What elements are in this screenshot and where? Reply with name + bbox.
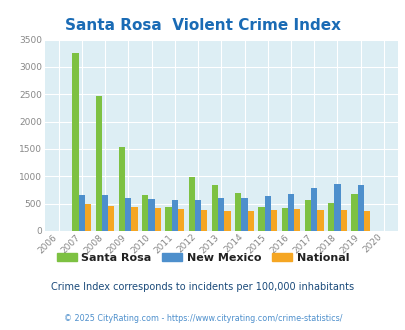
Text: Crime Index corresponds to incidents per 100,000 inhabitants: Crime Index corresponds to incidents per… <box>51 282 354 292</box>
Bar <box>142 195 148 231</box>
Legend: Santa Rosa, New Mexico, National: Santa Rosa, New Mexico, National <box>52 248 353 267</box>
Bar <box>108 206 114 231</box>
Bar <box>79 195 85 231</box>
Bar <box>234 193 241 231</box>
Bar <box>177 210 184 231</box>
Bar <box>270 210 277 231</box>
Bar <box>217 198 224 231</box>
Bar <box>125 198 131 231</box>
Bar <box>333 184 340 231</box>
Bar <box>85 204 91 231</box>
Bar <box>363 211 369 231</box>
Bar <box>148 199 154 231</box>
Bar <box>293 210 300 231</box>
Bar <box>304 200 310 231</box>
Bar <box>171 200 177 231</box>
Text: © 2025 CityRating.com - https://www.cityrating.com/crime-statistics/: © 2025 CityRating.com - https://www.city… <box>64 314 341 323</box>
Bar <box>350 194 357 231</box>
Bar <box>154 208 160 231</box>
Bar <box>165 207 171 231</box>
Bar <box>281 208 287 231</box>
Bar <box>224 211 230 231</box>
Bar <box>102 195 108 231</box>
Bar <box>258 207 264 231</box>
Bar <box>131 207 137 231</box>
Bar <box>357 185 363 231</box>
Bar <box>264 196 270 231</box>
Bar <box>188 178 194 231</box>
Bar <box>96 96 102 231</box>
Bar <box>119 147 125 231</box>
Bar <box>287 194 293 231</box>
Bar <box>72 53 79 231</box>
Bar <box>327 203 333 231</box>
Bar <box>200 210 207 231</box>
Bar <box>194 200 200 231</box>
Bar <box>317 210 323 231</box>
Text: Santa Rosa  Violent Crime Index: Santa Rosa Violent Crime Index <box>65 18 340 33</box>
Bar <box>310 188 317 231</box>
Bar <box>241 198 247 231</box>
Bar <box>340 211 346 231</box>
Bar <box>247 211 253 231</box>
Bar <box>211 185 217 231</box>
